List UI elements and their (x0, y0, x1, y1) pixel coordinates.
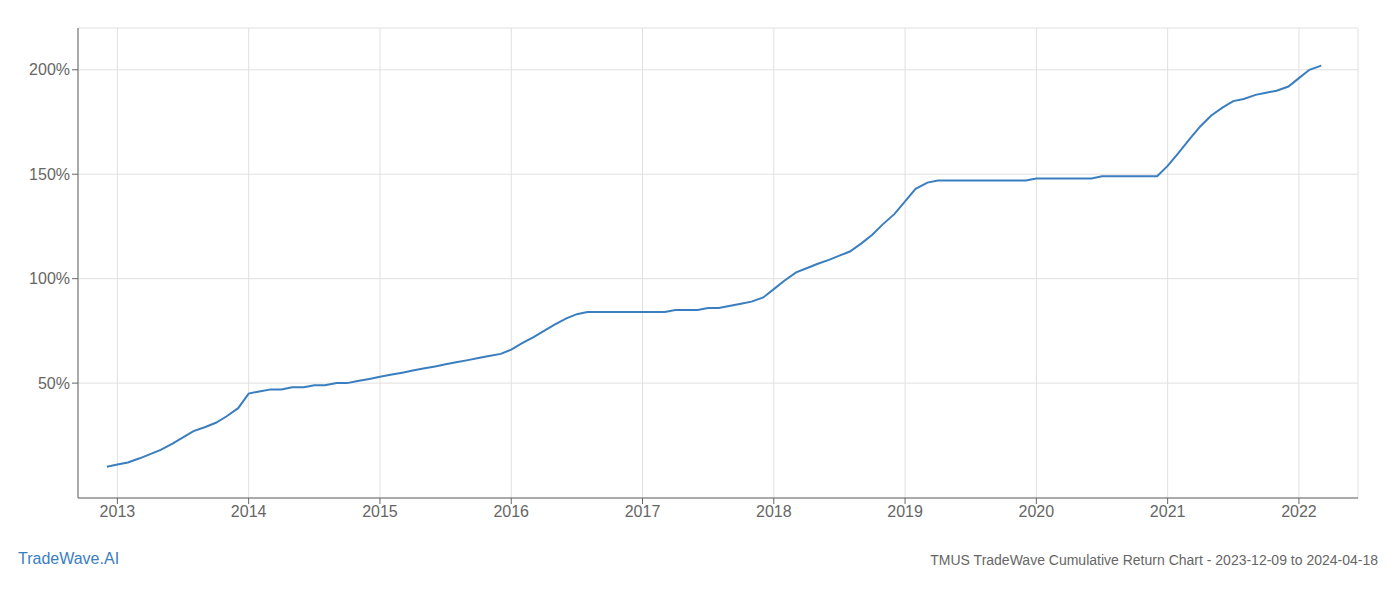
svg-text:2018: 2018 (756, 503, 792, 520)
svg-text:2017: 2017 (625, 503, 661, 520)
html-text:TradeWave.AI: TradeWave.AI (18, 550, 120, 567)
svg-text:2015: 2015 (362, 503, 398, 520)
svg-text:50%: 50% (38, 375, 70, 392)
svg-text:2020: 2020 (1019, 503, 1055, 520)
svg-text:100%: 100% (29, 270, 70, 287)
svg-text:2013: 2013 (100, 503, 136, 520)
svg-text:2022: 2022 (1281, 503, 1317, 520)
svg-text:200%: 200% (29, 61, 70, 78)
svg-text:2019: 2019 (887, 503, 923, 520)
svg-text:2021: 2021 (1150, 503, 1186, 520)
svg-text:150%: 150% (29, 166, 70, 183)
svg-text:2016: 2016 (493, 503, 529, 520)
svg-text:2014: 2014 (231, 503, 267, 520)
html-text:TMUS TradeWave Cumulative Retu: TMUS TradeWave Cumulative Return Chart -… (930, 552, 1378, 568)
